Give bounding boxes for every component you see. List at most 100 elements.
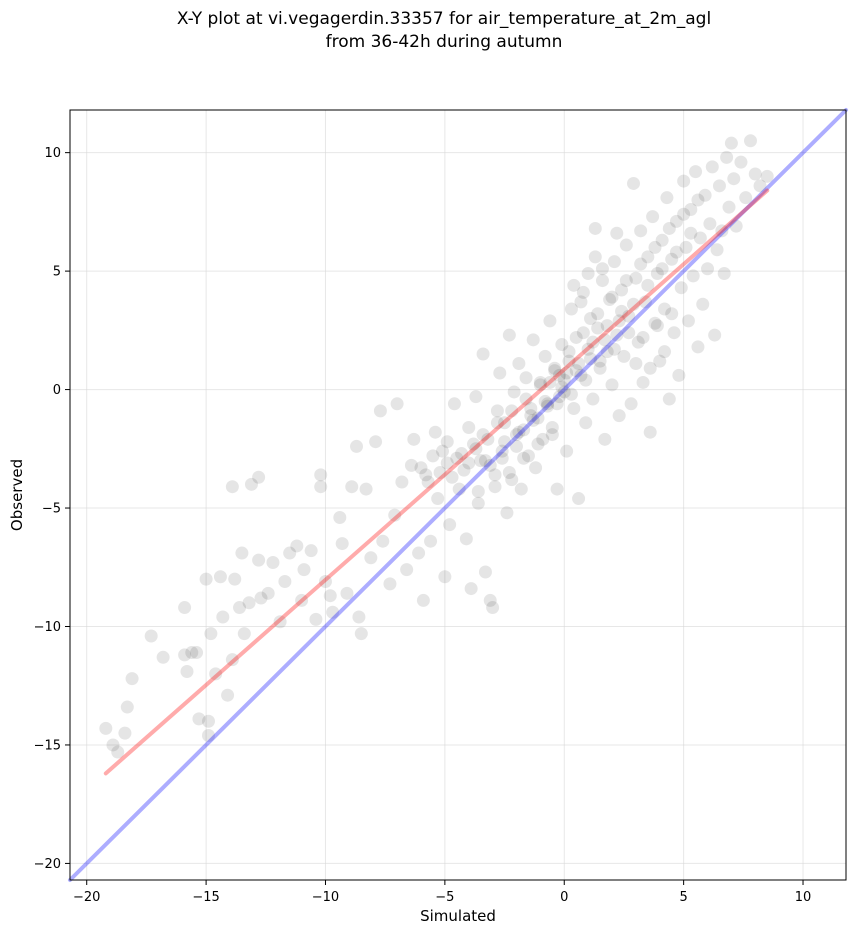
data-point xyxy=(598,432,612,446)
data-point xyxy=(478,565,492,579)
data-point xyxy=(450,451,464,465)
data-point xyxy=(199,572,213,586)
data-point xyxy=(691,340,705,354)
data-point xyxy=(455,447,469,461)
data-point xyxy=(655,262,669,276)
data-point xyxy=(658,302,672,316)
data-point xyxy=(739,191,753,205)
data-point xyxy=(225,653,239,667)
y-tick-label: −15 xyxy=(34,738,61,753)
data-point xyxy=(595,274,609,288)
data-point xyxy=(538,394,552,408)
data-point xyxy=(426,449,440,463)
data-point xyxy=(569,330,583,344)
data-point xyxy=(118,726,132,740)
data-point xyxy=(593,354,607,368)
data-point xyxy=(244,477,258,491)
data-point xyxy=(350,439,364,453)
data-point xyxy=(586,392,600,406)
data-point xyxy=(326,605,340,619)
data-point xyxy=(469,390,483,404)
data-point xyxy=(591,321,605,335)
data-point xyxy=(440,435,454,449)
data-point xyxy=(665,252,679,266)
data-point xyxy=(424,534,438,548)
data-points xyxy=(99,134,774,759)
data-point xyxy=(505,473,519,487)
data-point xyxy=(548,361,562,375)
data-point xyxy=(722,200,736,214)
data-point xyxy=(648,240,662,254)
data-point xyxy=(662,221,676,235)
data-point xyxy=(209,667,223,681)
data-point xyxy=(471,484,485,498)
chart-title-line1: X-Y plot at vi.vegagerdin.33357 for air_… xyxy=(177,9,711,29)
data-point xyxy=(600,345,614,359)
y-tick-label: 5 xyxy=(53,265,61,280)
data-point xyxy=(493,366,507,380)
data-point xyxy=(106,738,120,752)
data-point xyxy=(345,480,359,494)
data-point xyxy=(443,518,457,532)
data-point xyxy=(653,354,667,368)
data-point xyxy=(488,468,502,482)
x-tick-label: −20 xyxy=(73,890,100,905)
data-point xyxy=(693,231,707,245)
data-point xyxy=(610,328,624,342)
data-point xyxy=(228,572,242,586)
data-point xyxy=(502,328,516,342)
data-point xyxy=(552,390,566,404)
data-point xyxy=(273,615,287,629)
data-point xyxy=(705,160,719,174)
chart-title-line2: from 36-42h during autumn xyxy=(326,32,563,52)
data-point xyxy=(180,665,194,679)
data-point xyxy=(557,373,571,387)
data-point xyxy=(431,492,445,506)
data-point xyxy=(469,442,483,456)
data-point xyxy=(588,221,602,235)
data-point xyxy=(536,432,550,446)
data-point xyxy=(507,385,521,399)
data-point xyxy=(648,316,662,330)
data-point xyxy=(555,380,569,394)
data-point xyxy=(643,425,657,439)
data-point xyxy=(419,468,433,482)
data-point xyxy=(421,475,435,489)
data-point xyxy=(254,591,268,605)
data-point xyxy=(190,646,204,660)
data-point xyxy=(283,546,297,560)
data-point xyxy=(660,191,674,205)
data-point xyxy=(634,257,648,271)
x-tick-label: −10 xyxy=(312,890,339,905)
data-point xyxy=(471,496,485,510)
data-point xyxy=(550,397,564,411)
reference-lines xyxy=(68,108,848,882)
data-point xyxy=(667,326,681,340)
data-point xyxy=(586,335,600,349)
data-point xyxy=(710,243,724,257)
y-tick-label: 10 xyxy=(44,146,61,161)
data-point xyxy=(213,570,227,584)
data-point xyxy=(669,245,683,259)
data-point xyxy=(438,570,452,584)
data-point xyxy=(619,274,633,288)
data-point xyxy=(204,627,218,641)
data-point xyxy=(631,335,645,349)
data-point xyxy=(156,650,170,664)
data-point xyxy=(538,349,552,363)
data-point xyxy=(610,226,624,240)
data-point xyxy=(715,224,729,238)
data-point xyxy=(612,314,626,328)
data-point xyxy=(490,404,504,418)
data-point xyxy=(474,454,488,468)
data-point xyxy=(225,480,239,494)
data-point xyxy=(178,601,192,615)
data-point xyxy=(359,482,373,496)
data-point xyxy=(581,266,595,280)
data-point xyxy=(588,250,602,264)
data-point xyxy=(400,563,414,577)
data-point xyxy=(743,134,757,148)
data-point xyxy=(144,629,158,643)
axis-ticks: −20 −15 −10 −5 0 5 10 −20 −15 −10 −5 0 5 10 xyxy=(34,146,812,905)
data-point xyxy=(304,544,318,558)
